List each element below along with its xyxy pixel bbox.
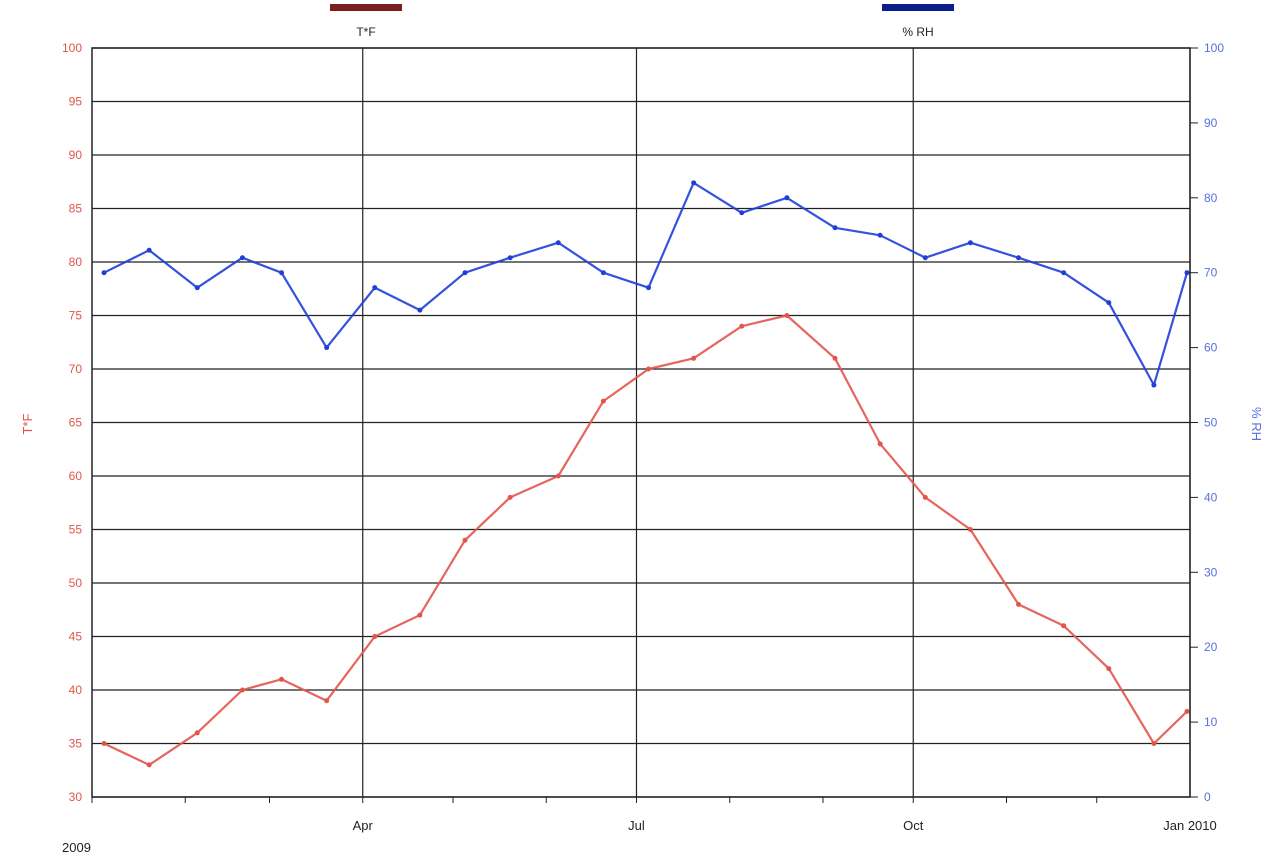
y-right-tick-label: 90: [1204, 116, 1218, 130]
temperature-point: [600, 398, 606, 404]
temperature-point: [555, 473, 561, 479]
humidity-point: [372, 285, 378, 291]
temperature-point: [739, 323, 745, 329]
humidity-point: [507, 255, 513, 261]
plot-border: [91, 47, 1191, 798]
temperature-point: [1016, 601, 1022, 607]
x-tick-label: Apr: [353, 818, 374, 833]
humidity-point: [646, 285, 652, 291]
temperature-point: [1184, 708, 1190, 714]
y-left-tick-label: 75: [69, 309, 83, 323]
humidity-point: [877, 232, 883, 238]
series-temperature-line: [103, 314, 1188, 767]
legend-swatch-humidity: [882, 4, 954, 11]
y-right-axis-label: % RH: [1249, 407, 1264, 441]
humidity-point: [462, 270, 468, 276]
temperature-point: [279, 676, 285, 682]
x-tick-label: Jan 2010: [1163, 818, 1217, 833]
y-right-tick-label: 80: [1204, 191, 1218, 205]
y-left-tick-label: 65: [69, 416, 83, 430]
temperature-point: [922, 494, 928, 500]
temperature-point: [146, 762, 152, 768]
y-right-tick-label: 10: [1204, 715, 1218, 729]
y-right-tick-label: 60: [1204, 341, 1218, 355]
y-right-tick-label: 40: [1204, 490, 1218, 504]
gridlines: [92, 47, 1191, 798]
temperature-point: [507, 494, 513, 500]
y-right-tick-label: 70: [1204, 266, 1218, 280]
humidity-point: [555, 240, 561, 246]
y-left-tick-label: 30: [69, 790, 83, 804]
y-left-tick-label: 45: [69, 630, 83, 644]
humidity-point: [739, 210, 745, 216]
humidity-point: [146, 247, 152, 253]
y-left-axis-label: T*F: [20, 413, 35, 434]
legend-label-temperature: T*F: [356, 25, 375, 39]
temperature-point: [691, 355, 697, 361]
y-left-tick-label: 80: [69, 255, 83, 269]
y-left-tick-label: 40: [69, 683, 83, 697]
temperature-point: [646, 366, 652, 372]
temperature-point: [967, 527, 973, 532]
series-humidity-line: [103, 181, 1189, 387]
humidity-point: [1016, 255, 1022, 261]
humidity-point: [1061, 270, 1067, 276]
y-left-tick-label: 55: [69, 523, 83, 537]
plot-area: [101, 180, 1190, 768]
legend: T*F % RH: [330, 4, 954, 39]
temperature-point: [372, 634, 378, 639]
temperature-point: [877, 441, 883, 447]
legend-swatch-temperature: [330, 4, 402, 11]
temperature-point: [784, 313, 790, 318]
humidity-point: [784, 195, 790, 201]
temperature-point: [239, 687, 245, 693]
y-left-tick-label: 100: [62, 41, 82, 55]
humidity-point: [922, 255, 928, 261]
humidity-point: [1151, 382, 1157, 388]
y-left-tick-label: 90: [69, 148, 83, 162]
humidity-point: [279, 270, 285, 276]
y-left-tick-label: 35: [69, 737, 83, 751]
temperature-point: [194, 730, 200, 736]
y-left-tick-label: 50: [69, 576, 83, 590]
humidity-point: [1106, 300, 1112, 306]
humidity-point: [239, 255, 245, 261]
humidity-point: [691, 180, 697, 186]
y-right-tick-label: 100: [1204, 41, 1224, 55]
humidity-point: [600, 270, 606, 276]
humidity-point: [194, 285, 200, 291]
temperature-point: [1151, 741, 1157, 746]
humidity-point: [967, 240, 973, 246]
humidity-point: [417, 307, 423, 313]
temperature-point: [1106, 666, 1112, 672]
humidity-point: [324, 345, 330, 351]
y-left-tick-label: 60: [69, 469, 83, 483]
x-axis-start-label: 2009: [62, 840, 91, 855]
y-left-tick-label: 85: [69, 202, 83, 216]
legend-label-humidity: % RH: [902, 25, 933, 39]
y-left-tick-label: 95: [69, 95, 83, 109]
humidity-point: [101, 270, 107, 276]
humidity-point: [832, 225, 838, 231]
y-left-tick-label: 70: [69, 362, 83, 376]
temperature-point: [1061, 623, 1067, 629]
axes: 30 35 40 45 50 55 60 65 70 75 80 85 90 95 100 0 10 20 30 40…: [62, 41, 1224, 833]
temperature-point: [417, 612, 423, 618]
temperature-point: [832, 355, 838, 361]
temperature-point: [324, 698, 330, 704]
y-right-tick-label: 50: [1204, 416, 1218, 430]
x-tick-label: Oct: [903, 818, 924, 833]
y-right-tick-label: 30: [1204, 565, 1218, 579]
y-right-tick-label: 20: [1204, 640, 1218, 654]
humidity-point: [1184, 270, 1190, 276]
temperature-point: [101, 741, 107, 746]
temperature-point: [462, 537, 468, 543]
x-tick-label: Jul: [628, 818, 645, 833]
y-right-tick-label: 0: [1204, 790, 1211, 804]
